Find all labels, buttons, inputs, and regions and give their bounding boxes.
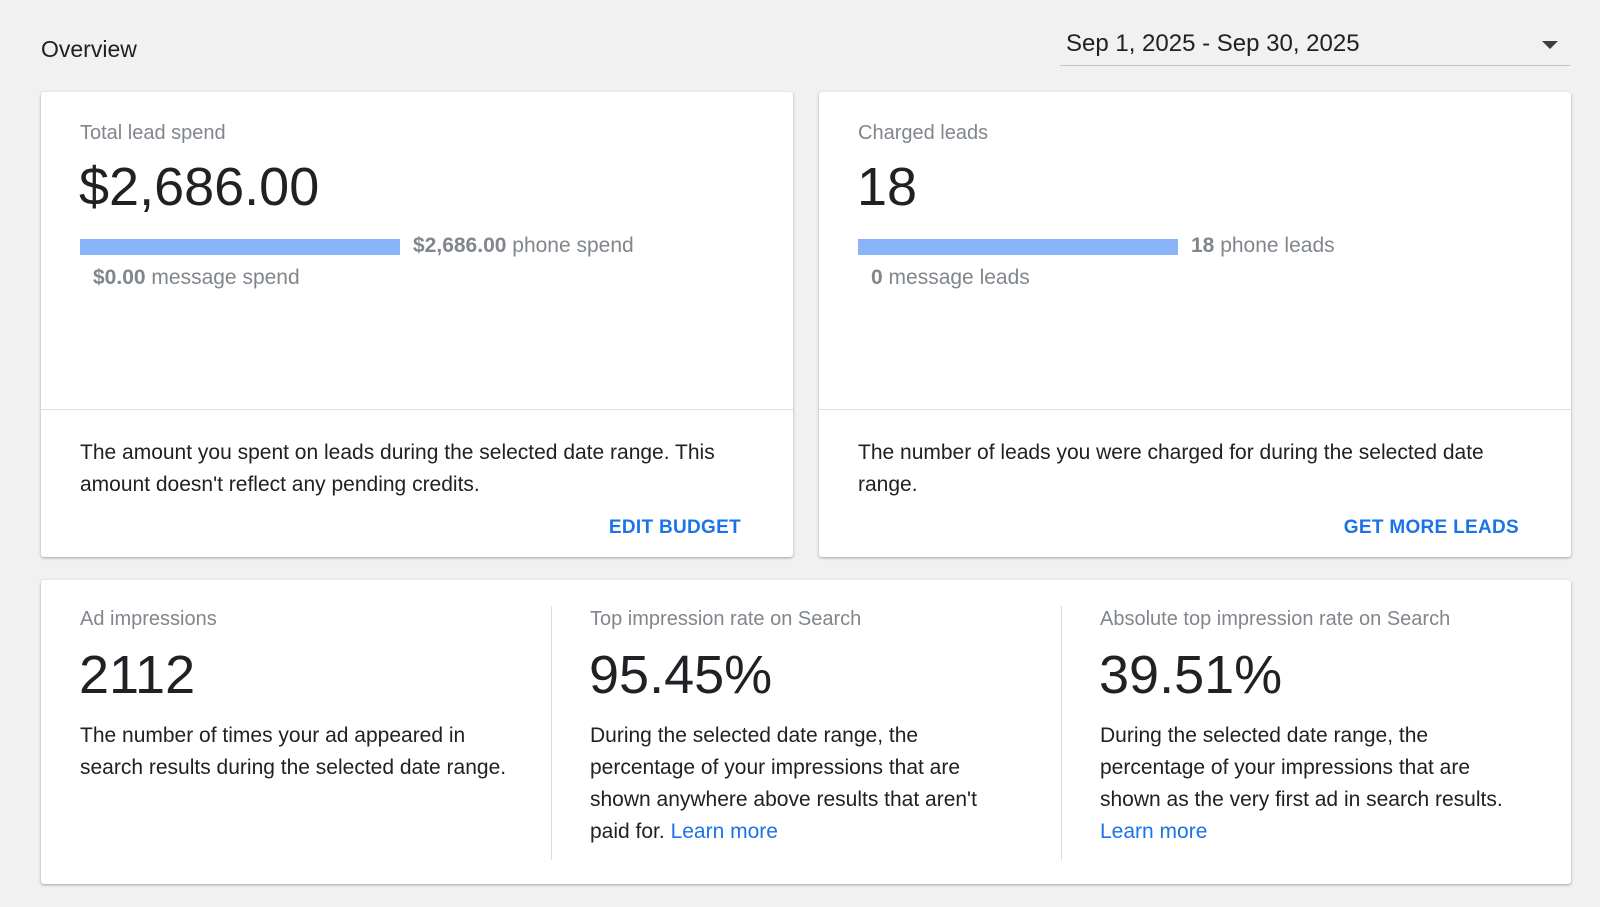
top-impression-rate-section: Top impression rate on Search 95.45% Dur… — [551, 580, 1061, 884]
ad-impressions-label: Ad impressions — [80, 608, 217, 630]
phone-leads-legend: 18 phone leads — [1191, 234, 1335, 258]
message-spend-legend: $0.00 message spend — [93, 266, 300, 290]
date-range-value: Sep 1, 2025 - Sep 30, 2025 — [1066, 30, 1360, 57]
absolute-top-impression-rate-description-block: During the selected date range, the perc… — [1100, 720, 1530, 848]
lead-spend-card: Total lead spend $2,686.00 $2,686.00 pho… — [41, 92, 793, 557]
learn-more-link[interactable]: Learn more — [670, 820, 778, 843]
top-impression-rate-value: 95.45% — [589, 645, 773, 705]
caret-down-icon — [1542, 41, 1558, 49]
get-more-leads-button[interactable]: GET MORE LEADS — [1343, 517, 1519, 538]
ad-impressions-value: 2112 — [79, 645, 196, 705]
absolute-top-impression-rate-label: Absolute top impression rate on Search — [1100, 608, 1451, 630]
charged-leads-description: The number of leads you were charged for… — [858, 441, 1484, 496]
phone-spend-legend: $2,686.00 phone spend — [413, 234, 634, 258]
page-title: Overview — [41, 36, 137, 62]
absolute-top-impression-rate-description: During the selected date range, the perc… — [1100, 724, 1503, 811]
lead-spend-summary: Total lead spend $2,686.00 $2,686.00 pho… — [41, 92, 793, 410]
charged-leads-value: 18 — [857, 157, 918, 217]
absolute-top-impression-rate-section: Absolute top impression rate on Search 3… — [1061, 580, 1571, 884]
top-impression-rate-label: Top impression rate on Search — [590, 608, 862, 630]
charged-leads-summary: Charged leads 18 18 phone leads 0 messag… — [819, 92, 1571, 410]
message-leads-amount: 0 — [871, 266, 883, 289]
ad-impressions-description: The number of times your ad appeared in … — [80, 724, 507, 779]
lead-spend-description: The amount you spent on leads during the… — [80, 441, 715, 496]
phone-leads-suffix: phone leads — [1214, 234, 1335, 257]
charged-leads-label: Charged leads — [858, 122, 989, 144]
top-impression-rate-description-block: During the selected date range, the perc… — [590, 720, 1020, 848]
edit-budget-button[interactable]: EDIT BUDGET — [608, 517, 741, 538]
charged-leads-card: Charged leads 18 18 phone leads 0 messag… — [819, 92, 1571, 557]
page-header: Overview Sep 1, 2025 - Sep 30, 2025 — [0, 0, 1600, 92]
impressions-card: Ad impressions 2112 The number of times … — [41, 580, 1571, 884]
phone-leads-amount: 18 — [1191, 234, 1215, 257]
column-divider — [551, 606, 552, 860]
learn-more-link[interactable]: Learn more — [1100, 820, 1208, 843]
ad-impressions-section: Ad impressions 2112 The number of times … — [41, 580, 551, 884]
lead-spend-value: $2,686.00 — [79, 157, 320, 217]
phone-spend-suffix: phone spend — [506, 234, 634, 257]
message-spend-amount: $0.00 — [93, 266, 146, 289]
absolute-top-impression-rate-value: 39.51% — [1099, 645, 1283, 705]
message-spend-suffix: message spend — [145, 266, 300, 289]
phone-spend-amount: $2,686.00 — [413, 234, 507, 257]
leads-breakdown-bar — [858, 239, 1178, 255]
lead-spend-label: Total lead spend — [80, 122, 226, 144]
spend-breakdown-bar — [80, 239, 400, 255]
message-leads-legend: 0 message leads — [871, 266, 1030, 290]
phone-leads-bar-fill — [858, 239, 1178, 255]
column-divider — [1061, 606, 1062, 860]
phone-spend-bar-fill — [80, 239, 400, 255]
message-leads-suffix: message leads — [882, 266, 1030, 289]
date-range-select[interactable]: Sep 1, 2025 - Sep 30, 2025 — [1060, 24, 1570, 66]
top-impression-rate-description: During the selected date range, the perc… — [590, 724, 977, 843]
